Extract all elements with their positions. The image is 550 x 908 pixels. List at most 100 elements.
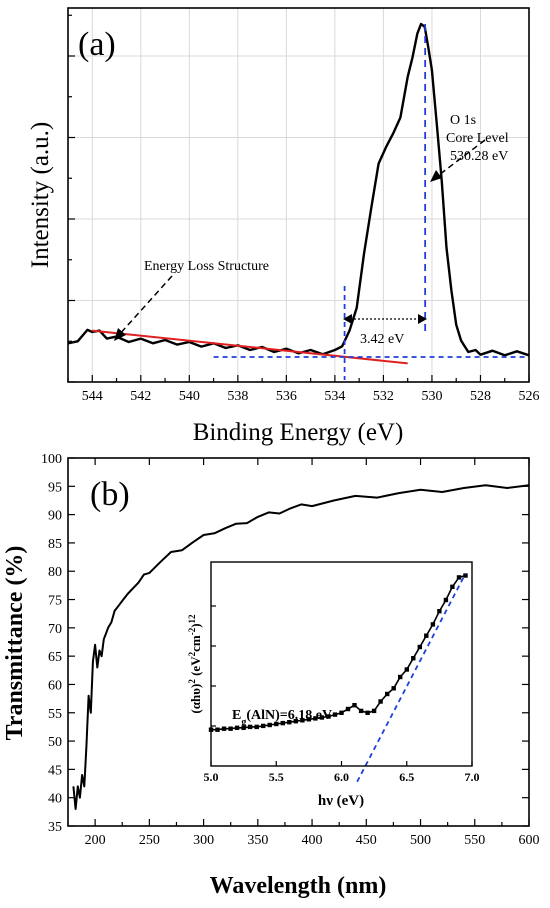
absorption-marker (398, 674, 403, 680)
x-tick-label: 544 (82, 389, 103, 404)
inset-x-tick-label: 5.5 (269, 770, 284, 784)
absorption-marker (378, 699, 383, 704)
y-tick-label: 65 (48, 650, 62, 665)
absorption-marker (358, 708, 364, 714)
absorption-marker (241, 725, 246, 730)
absorption-marker (365, 710, 370, 715)
absorption-marker (456, 575, 462, 580)
energy-loss-label: Energy Loss Structure (144, 259, 269, 274)
panel-a: 544 542 540 538 536 534 532 530 528 526 (a) Bindi… (27, 7, 540, 446)
panel-a-grid (68, 8, 530, 382)
x-tick-label: 450 (356, 833, 377, 848)
band-offset-arrowhead-left (343, 314, 352, 324)
panel-a-x-ticks: 544 542 540 538 536 534 532 530 528 526 (67, 375, 540, 404)
core-level-arrowhead (430, 170, 442, 182)
x-tick-label: 600 (519, 833, 540, 848)
absorption-marker (274, 721, 279, 727)
inset-ylabel-sup3: -2 (187, 627, 197, 635)
panel-a-guides (213, 24, 529, 380)
inset-ylabel-sup1: 2 (187, 679, 197, 684)
panel-a-label: (a) (78, 26, 116, 63)
panel-b-y-ticks: 35 40 45 50 55 60 65 70 75 80 85 90 95 100 (41, 452, 529, 835)
y-tick-label: 45 (48, 763, 62, 778)
inset-background (211, 562, 472, 766)
absorption-marker (261, 723, 266, 729)
inset-y-axis-label: (αhυ)2 (eV2cm-2)12 (187, 614, 203, 714)
y-tick-label: 70 (48, 622, 62, 637)
y-tick-label: 60 (48, 678, 62, 693)
absorption-marker (352, 703, 357, 708)
y-tick-label: 95 (48, 480, 62, 495)
absorption-marker (443, 597, 449, 603)
absorption-marker (385, 691, 390, 697)
x-tick-label: 400 (302, 833, 323, 848)
y-tick-label: 75 (48, 594, 62, 609)
absorption-marker (228, 726, 233, 731)
absorption-marker (234, 725, 240, 730)
absorption-marker (319, 715, 325, 720)
tauc-fit-line (356, 573, 467, 783)
absorption-marker (437, 609, 442, 614)
absorption-marker (411, 656, 416, 661)
band-offset-arrowhead-right (418, 314, 427, 324)
inset-x-axis-label: hν (eV) (318, 793, 364, 809)
x-tick-label: 528 (470, 389, 491, 404)
y-tick-label: 80 (48, 565, 62, 580)
xps-spectrum-line (67, 22, 530, 357)
energy-loss-arrowhead (114, 328, 126, 341)
core-level-label-line3: 530.28 eV (450, 149, 508, 164)
panel-b-series (72, 484, 530, 810)
absorption-marker (332, 712, 338, 717)
absorption-marker (254, 724, 259, 730)
x-tick-label: 526 (519, 389, 540, 404)
core-level-label-line1: O 1s (450, 113, 476, 128)
inset-x-tick-label: 6.5 (399, 770, 414, 784)
inset-x-ticks: 5.0 5.5 6.0 6.5 7.0 (204, 605, 480, 784)
inset-ylabel-sup2: 2 (187, 651, 197, 656)
y-tick-label: 50 (48, 735, 62, 750)
energy-loss-fit-line (92, 329, 408, 365)
x-tick-label: 500 (410, 833, 431, 848)
absorption-marker (293, 719, 298, 724)
bandgap-e: E (232, 708, 241, 723)
absorption-marker (280, 720, 285, 726)
absorption-marker (371, 708, 377, 714)
inset-ylabel-sup4: 12 (187, 614, 197, 624)
inset-plot: 5.0 5.5 6.0 6.5 7.0 hν (eV) (αhυ)2 (eV2cm-2)… (187, 561, 480, 809)
inset-ylabel-mid: (eV (188, 656, 203, 679)
inset-x-tick-label: 6.0 (334, 770, 349, 784)
panel-b-label: (b) (90, 476, 130, 513)
panel-a-y-axis-label: Intensity (a.u.) (27, 122, 54, 268)
x-tick-label: 350 (247, 833, 268, 848)
y-tick-label: 35 (48, 820, 62, 835)
x-tick-label: 536 (276, 389, 297, 404)
y-tick-label: 55 (48, 707, 62, 722)
absorption-marker (450, 584, 455, 589)
transmittance-line (72, 484, 530, 810)
y-tick-label: 90 (48, 509, 62, 524)
bandgap-sub: g (241, 717, 246, 728)
panel-b-plot-frame (67, 457, 530, 827)
absorption-marker (463, 573, 468, 578)
absorption-marker (424, 633, 429, 638)
x-tick-label: 200 (85, 833, 106, 848)
absorption-marker (313, 716, 318, 721)
absorption-marker (430, 622, 436, 627)
y-tick-label: 85 (48, 537, 62, 552)
x-tick-label: 300 (193, 833, 214, 848)
absorption-marker (339, 710, 344, 715)
absorption-marker (306, 717, 312, 722)
absorption-marker (215, 727, 220, 732)
x-tick-label: 538 (227, 389, 248, 404)
panel-a-series (67, 21, 530, 365)
y-tick-label: 40 (48, 792, 62, 807)
absorption-marker (247, 724, 253, 730)
core-level-label-line2: Core Level (446, 131, 509, 146)
absorption-line (211, 574, 466, 731)
x-tick-label: 540 (179, 389, 200, 404)
energy-loss-arrow (117, 275, 173, 337)
inset-ylabel-end: ) (188, 623, 203, 627)
core-level-arrow (434, 139, 486, 179)
band-offset-label: 3.42 eV (360, 332, 404, 347)
